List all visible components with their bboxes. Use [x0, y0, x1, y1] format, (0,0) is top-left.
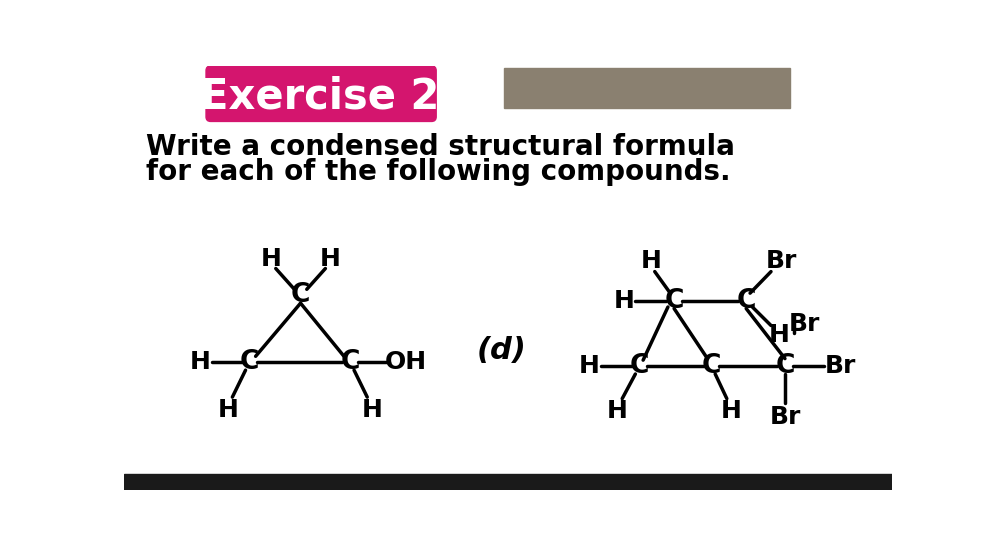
Text: H: H: [261, 246, 281, 271]
Bar: [124, 474, 892, 490]
Text: Br: Br: [769, 405, 801, 429]
Bar: [503, 68, 791, 108]
Text: H: H: [720, 399, 741, 423]
Text: C: C: [775, 353, 795, 380]
Text: C: C: [341, 349, 360, 376]
Text: H: H: [579, 354, 600, 378]
Text: C: C: [702, 353, 721, 380]
Text: C: C: [240, 349, 259, 376]
Text: H: H: [768, 323, 789, 346]
Text: Br: Br: [789, 312, 820, 336]
Text: C: C: [291, 283, 310, 309]
Text: Br: Br: [766, 249, 798, 273]
Text: C: C: [629, 353, 649, 380]
Text: C: C: [736, 288, 756, 314]
Text: Br: Br: [826, 354, 856, 378]
Text: OH: OH: [385, 350, 427, 375]
FancyBboxPatch shape: [206, 66, 436, 122]
Text: H: H: [640, 249, 661, 273]
Text: Write a condensed structural formula: Write a condensed structural formula: [146, 133, 734, 161]
Text: H: H: [362, 398, 383, 422]
Text: C: C: [664, 288, 684, 314]
Text: Exercise 2: Exercise 2: [200, 75, 440, 117]
Text: for each of the following compounds.: for each of the following compounds.: [146, 158, 730, 186]
Text: H: H: [319, 246, 341, 271]
Text: H: H: [613, 289, 634, 313]
Text: H: H: [189, 350, 210, 375]
Text: H: H: [607, 399, 628, 423]
Text: (d): (d): [477, 337, 527, 365]
Text: H: H: [217, 398, 238, 422]
